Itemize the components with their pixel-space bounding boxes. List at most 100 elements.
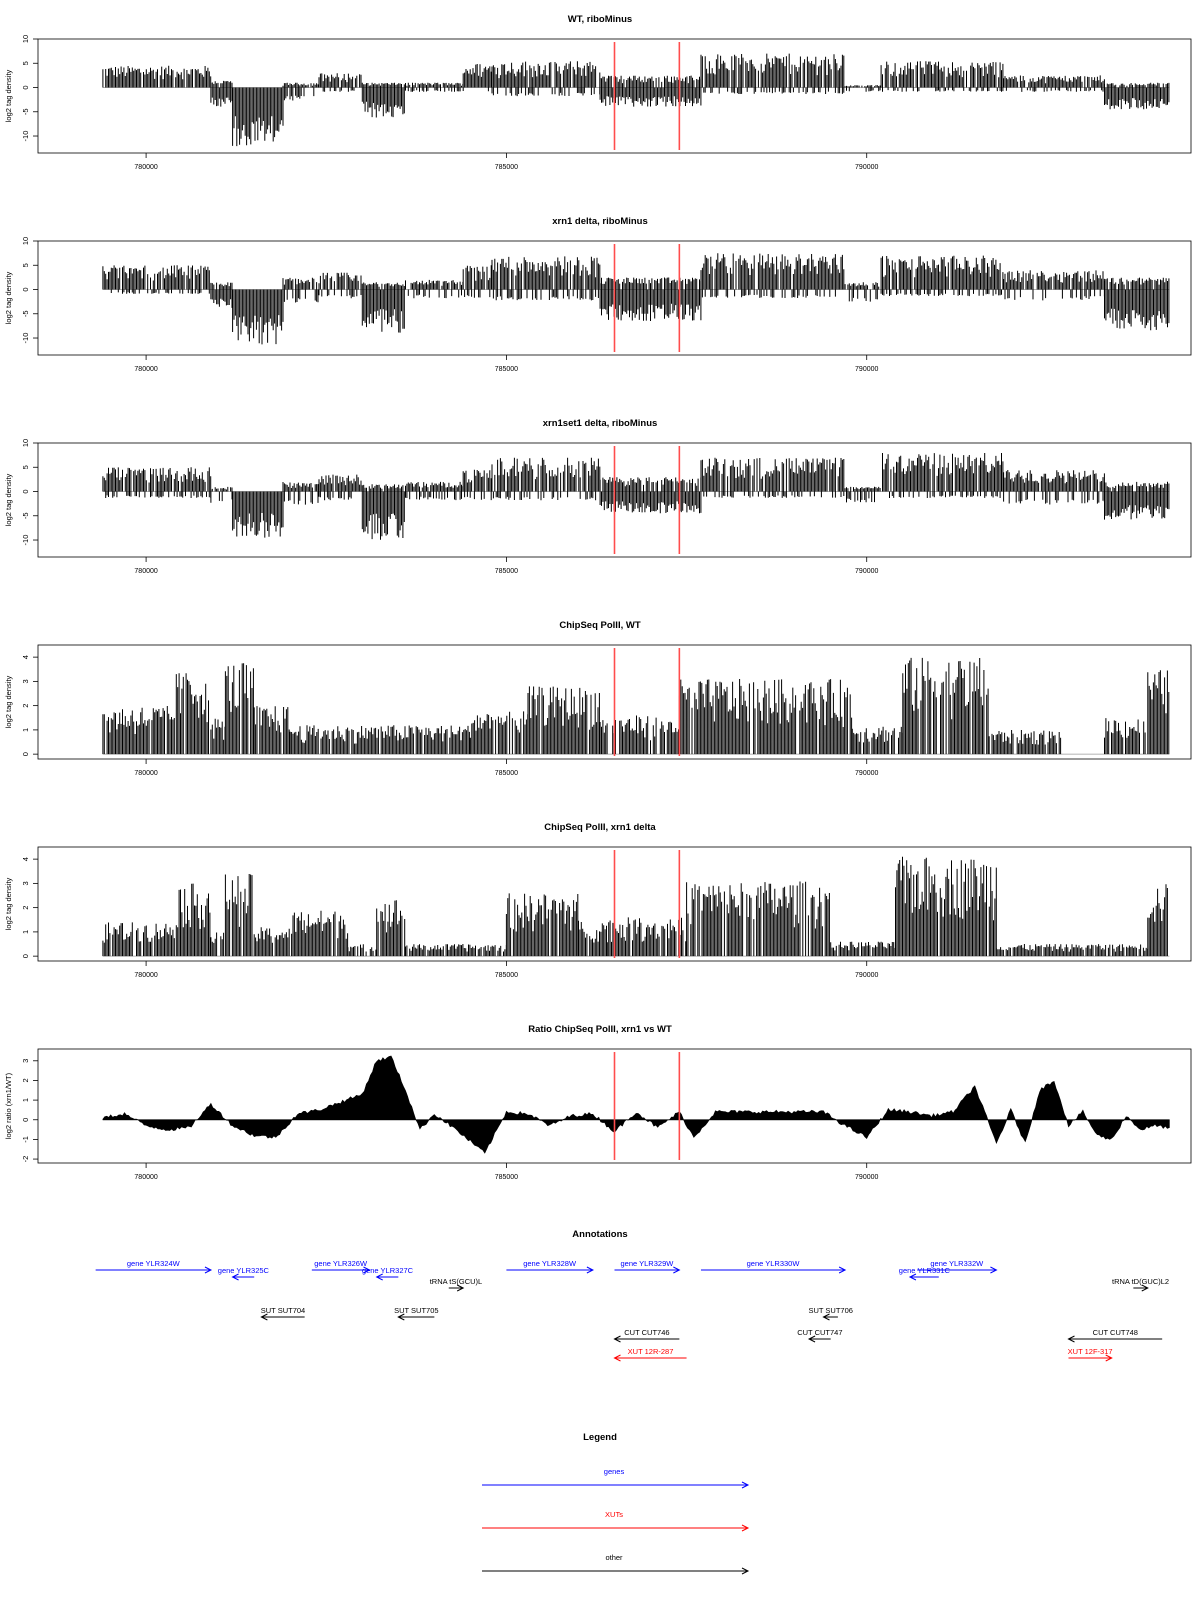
legend-items: genes XUTs other <box>482 1467 750 1575</box>
x-tick-label: 790000 <box>855 164 878 171</box>
annotations-title: Annotations <box>572 1229 627 1240</box>
x-tick-label: 790000 <box>855 366 878 373</box>
y-axis-label: log2 tag density <box>4 69 13 122</box>
annotation-label: tRNA tD(GUC)L2 <box>1112 1277 1169 1286</box>
density-bars <box>102 657 1170 755</box>
legend: Legend genes XUTs other <box>482 1432 750 1575</box>
annotation-feature: CUT CUT748 <box>1067 1328 1163 1343</box>
annotation-label: CUT CUT748 <box>1093 1328 1138 1337</box>
annotation-label: XUT 12F-317 <box>1068 1347 1113 1356</box>
legend-arrow-head <box>741 1481 750 1489</box>
track-panel-1: WT, riboMinus log2 tag density -10 -5 0 5 10 78… <box>4 14 1192 171</box>
x-tick-label: 785000 <box>495 164 518 171</box>
density-bars <box>102 53 1170 147</box>
x-tick-label: 780000 <box>134 366 157 373</box>
annotation-feature: gene YLR329W <box>614 1259 681 1274</box>
annotation-arrow-head <box>822 1313 830 1321</box>
annotation-arrow-head <box>613 1335 621 1343</box>
y-tick-label: -1 <box>21 1136 30 1143</box>
x-tick-label: 790000 <box>855 770 878 777</box>
plot-frame <box>37 644 1192 760</box>
y-tick-label: 2 <box>21 704 30 708</box>
y-tick-label: 4 <box>21 655 30 659</box>
y-tick-label: 1 <box>21 930 30 934</box>
annotation-feature: gene YLR327C <box>362 1266 414 1281</box>
annotation-label: SUT SUT705 <box>394 1306 438 1315</box>
annotation-label: gene YLR324W <box>127 1259 181 1268</box>
panel-title: WT, riboMinus <box>568 14 632 25</box>
annotation-arrow-head <box>990 1266 998 1274</box>
panel-title: xrn1set1 delta, riboMinus <box>543 418 658 429</box>
x-tick-label: 785000 <box>495 1174 518 1181</box>
legend-label: genes <box>604 1467 625 1476</box>
annotation-arrow-head <box>586 1266 594 1274</box>
annotation-feature: tRNA tD(GUC)L2 <box>1112 1277 1169 1292</box>
y-tick-label: 1 <box>21 728 30 732</box>
annotation-label: SUT SUT706 <box>808 1306 852 1315</box>
density-bars <box>102 453 1170 540</box>
legend-entry: genes <box>482 1467 750 1489</box>
annotation-label: CUT CUT746 <box>624 1328 669 1337</box>
y-tick-label: -5 <box>21 310 30 317</box>
annotation-arrow-head <box>807 1335 816 1343</box>
annotation-arrow-head <box>838 1266 847 1274</box>
annotation-arrow-head <box>1141 1284 1149 1292</box>
y-axis-label: log2 tag density <box>4 675 13 728</box>
x-tick-label: 780000 <box>134 568 157 575</box>
x-tick-label: 785000 <box>495 366 518 373</box>
y-tick-label: -10 <box>21 535 30 546</box>
y-tick-label: -5 <box>21 108 30 115</box>
y-axis-label: log2 tag density <box>4 877 13 930</box>
legend-entry: XUTs <box>482 1510 750 1532</box>
y-tick-label: -10 <box>21 333 30 344</box>
annotation-feature: gene YLR330W <box>700 1259 847 1274</box>
x-tick-label: 780000 <box>134 1174 157 1181</box>
annotation-label: gene YLR332W <box>930 1259 984 1268</box>
annotation-feature: SUT SUT705 <box>394 1306 439 1321</box>
y-tick-label: 0 <box>21 489 30 493</box>
ratio-area <box>102 1055 1170 1154</box>
legend-label: other <box>605 1553 623 1562</box>
y-tick-label: 3 <box>21 679 30 683</box>
annotation-label: gene YLR330W <box>747 1259 801 1268</box>
y-tick-label: 5 <box>21 61 30 65</box>
annotation-label: gene YLR327C <box>362 1266 414 1275</box>
y-tick-label: 5 <box>21 465 30 469</box>
annotation-arrow-head <box>908 1273 917 1281</box>
annotation-arrow-head <box>613 1354 621 1362</box>
annotation-feature: gene YLR331C <box>899 1266 951 1281</box>
y-tick-label: 0 <box>21 85 30 89</box>
x-tick-label: 780000 <box>134 972 157 979</box>
annotation-arrow-head <box>1105 1354 1113 1362</box>
y-tick-label: 0 <box>21 1118 30 1122</box>
x-tick-label: 780000 <box>134 164 157 171</box>
annotation-label: gene YLR329W <box>621 1259 675 1268</box>
track-panel-5: ChipSeq PolII, xrn1 delta log2 tag densit… <box>4 822 1192 979</box>
plot-frame <box>37 38 1192 154</box>
legend-label: XUTs <box>605 1510 623 1519</box>
y-tick-label: 5 <box>21 263 30 267</box>
annotation-label: XUT 12R-287 <box>628 1347 674 1356</box>
plot-frame <box>37 240 1192 356</box>
annotation-feature: CUT CUT747 <box>797 1328 843 1343</box>
x-tick-label: 785000 <box>495 770 518 777</box>
track-panel-3: xrn1set1 delta, riboMinus log2 tag densit… <box>4 418 1192 575</box>
y-tick-label: 0 <box>21 287 30 291</box>
y-axis-label: log2 tag density <box>4 473 13 526</box>
x-tick-label: 790000 <box>855 568 878 575</box>
annotation-feature: gene YLR328W <box>506 1259 594 1274</box>
y-tick-label: -5 <box>21 512 30 519</box>
x-tick-label: 780000 <box>134 770 157 777</box>
y-tick-label: 4 <box>21 857 30 861</box>
annotation-feature: CUT CUT746 <box>613 1328 680 1343</box>
annotation-arrow-head <box>260 1313 268 1321</box>
track-panel-2: xrn1 delta, riboMinus log2 tag density -10… <box>4 216 1192 373</box>
annotation-feature: XUT 12F-317 <box>1068 1347 1113 1362</box>
y-axis-label: log2 tag density <box>4 271 13 324</box>
y-tick-label: 10 <box>21 35 30 43</box>
plot-frame <box>37 442 1192 558</box>
annotation-label: CUT CUT747 <box>797 1328 842 1337</box>
annotation-track: Annotations gene YLR324W gene YLR325C gene… <box>95 1229 1169 1362</box>
